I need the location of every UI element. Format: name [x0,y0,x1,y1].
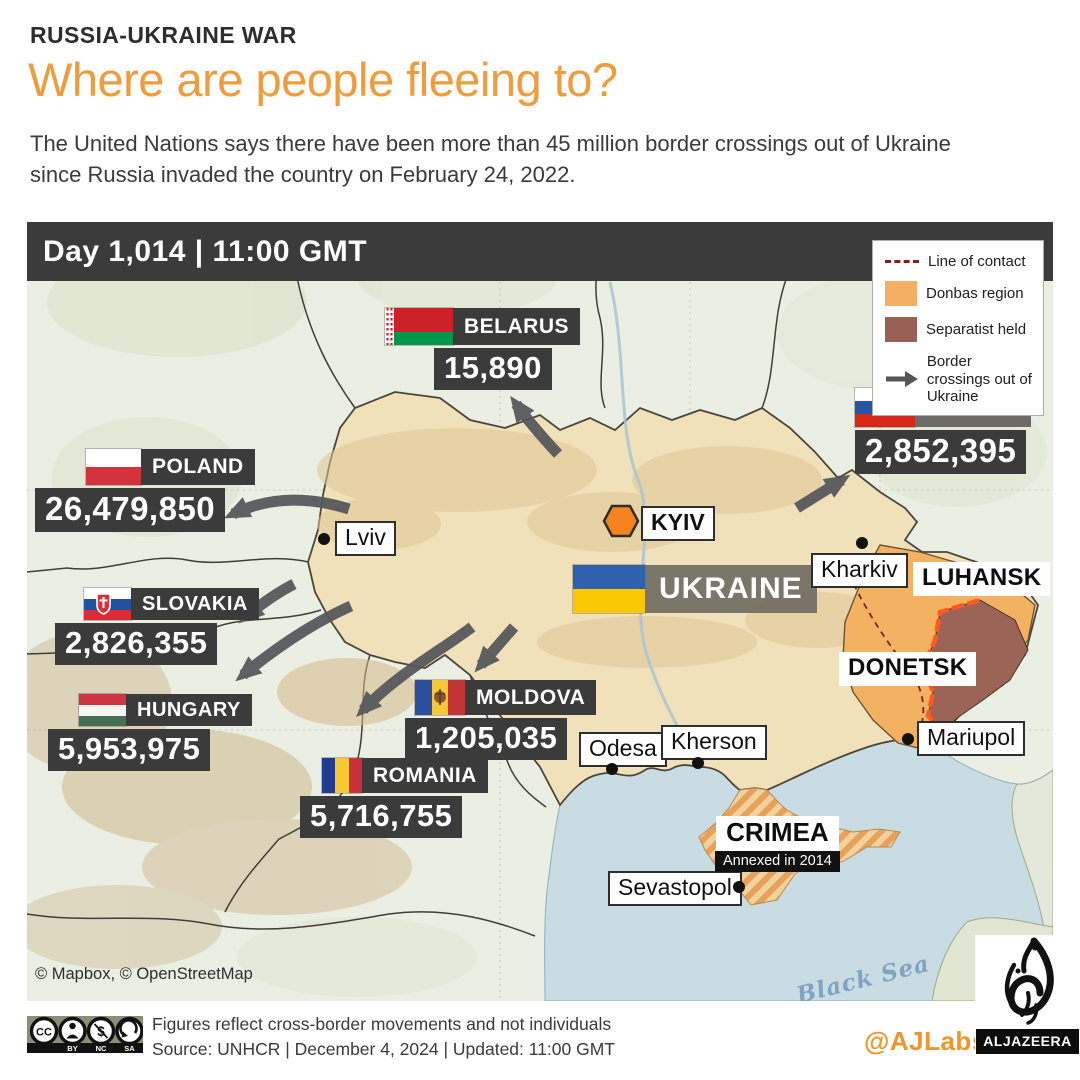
ukraine-label: UKRAINE [573,565,817,613]
country-value: 2,826,355 [55,623,218,665]
crossing-arrow-icon [886,371,918,388]
country-value: 26,479,850 [35,488,226,532]
donbas-swatch-icon [885,281,917,307]
city-label-lviv: Lviv [335,521,396,556]
ajlabs-credit: @AJLabs [864,1026,987,1056]
cc-by-nc-sa-badge-icon: CC $ BY NC SA [27,1016,143,1053]
svg-text:SA: SA [124,1044,135,1053]
kharkiv-dot [856,537,868,549]
flag-moldova [415,680,465,715]
city-label-sevastopol: Sevastopol [608,871,742,906]
city-label-kyiv: KYIV [641,506,715,541]
country-name: MOLDOVA [465,680,597,715]
aljazeera-wordmark: ALJAZEERA [976,1029,1079,1054]
country-value: 1,205,035 [405,718,568,760]
country-badge-slovakia: SLOVAKIA 2,826,355 [55,588,259,665]
legend-separatist: Separatist held [885,317,1033,343]
region-label-crimea: CRIMEA [716,816,839,851]
flag-slovakia [84,588,131,620]
country-name: UKRAINE [645,565,817,613]
crimea-note: Annexed in 2014 [715,851,840,872]
country-badge-belarus: BELARUS 15,890 [385,308,581,390]
country-name: ROMANIA [362,758,488,793]
page-title: Where are people fleeing to? [28,53,618,106]
country-name: BELARUS [453,308,581,345]
flag-poland [86,449,141,485]
aljazeera-logo: ALJAZEERA [975,935,1080,1080]
country-name: SLOVAKIA [131,588,259,620]
mariupol-dot [902,733,914,745]
sevastopol-dot [733,881,745,893]
map: Day 1,014 | 11:00 GMT Line of contact Do… [27,222,1053,1001]
region-label-luhansk: LUHANSK [913,562,1051,596]
kicker: RUSSIA-UKRAINE WAR [30,22,297,48]
city-label-kharkiv: Kharkiv [811,553,908,588]
map-legend: Line of contact Donbas region Separatist… [872,240,1044,416]
aljazeera-calligraphy-icon [1004,937,1054,1025]
country-badge-hungary: HUNGARY 5,953,975 [48,694,252,771]
footer-source: Source: UNHCR | December 4, 2024 | Updat… [152,1039,615,1059]
svg-text:NC: NC [96,1044,107,1053]
kherson-dot [692,757,704,769]
line-of-contact-swatch-icon [885,260,919,264]
country-value: 15,890 [434,348,552,390]
country-value: 2,852,395 [855,430,1027,474]
city-label-mariupol: Mariupol [917,721,1026,756]
svg-text:CC: CC [36,1027,52,1039]
footer-note: Figures reflect cross-border movements a… [152,1014,612,1034]
country-badge-poland: POLAND 26,479,850 [35,449,255,532]
kyiv-capital-icon [602,504,640,538]
crimea-label: CRIMEA Annexed in 2014 [715,816,840,872]
legend-donbas: Donbas region [885,281,1033,307]
country-badge-romania: ROMANIA 5,716,755 [300,758,488,838]
map-attribution: © Mapbox, © OpenStreetMap [35,965,253,983]
subtitle: The United Nations says there have been … [30,131,951,188]
svg-text:BY: BY [67,1044,77,1053]
country-name: POLAND [141,449,255,485]
country-badge-moldova: MOLDOVA 1,205,035 [405,680,597,760]
flag-romania [322,758,362,793]
legend-line-of-contact: Line of contact [885,253,1033,270]
country-value: 5,953,975 [48,729,211,771]
flag-hungary [79,694,126,726]
country-value: 5,716,755 [300,796,463,838]
region-label-donetsk: DONETSK [839,652,977,686]
odesa-dot [606,763,618,775]
separatist-swatch-icon [885,317,917,343]
city-label-odesa: Odesa [579,732,667,767]
country-name: HUNGARY [126,694,252,726]
legend-crossings: Border crossings out of Ukraine [885,353,1033,405]
flag-ukraine [573,565,645,613]
city-label-kherson: Kherson [661,725,767,760]
flag-belarus [385,308,453,345]
lviv-dot [318,533,330,545]
